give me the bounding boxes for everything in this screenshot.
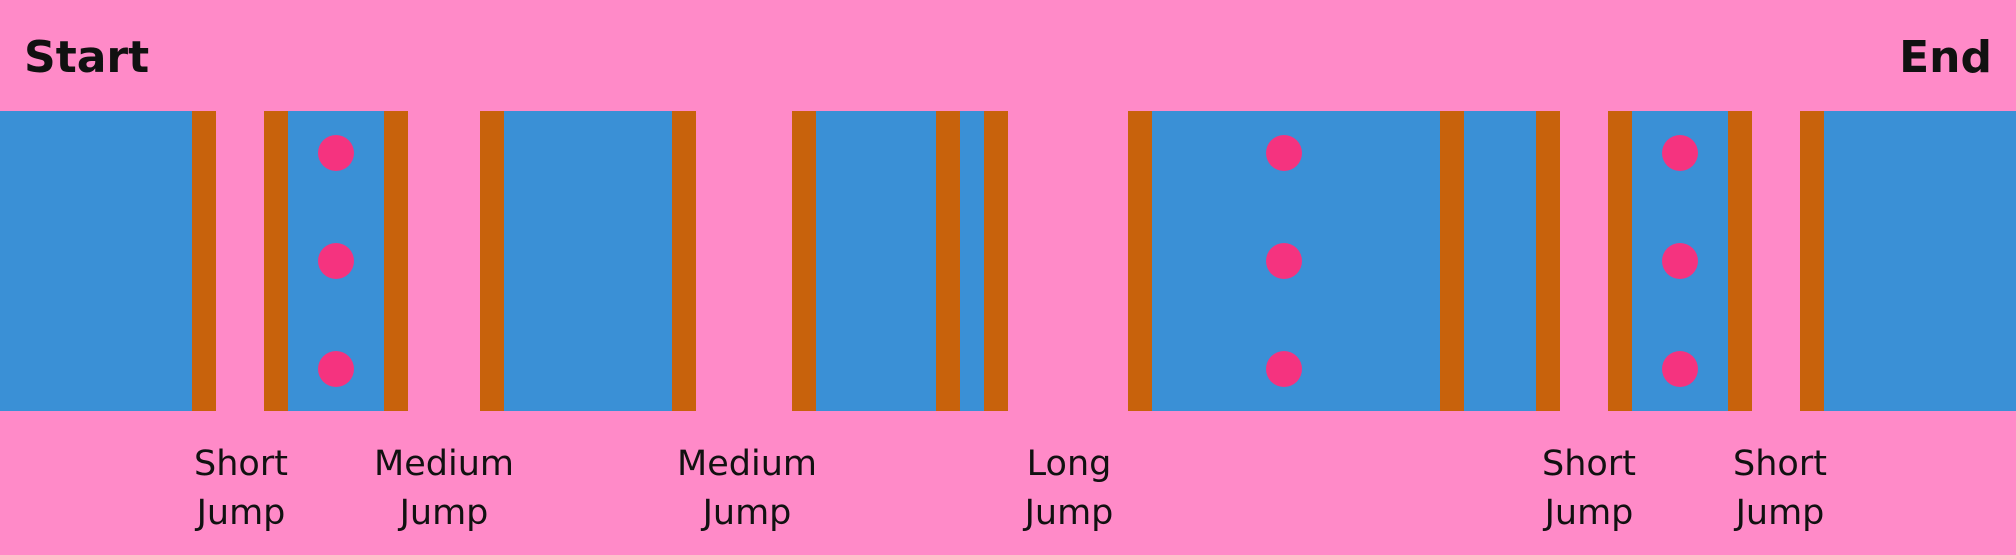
start-label: Start bbox=[24, 32, 150, 83]
post-icon bbox=[1440, 111, 1464, 411]
gap-label-line-2: Jump bbox=[1024, 493, 1114, 533]
post-icon bbox=[1608, 111, 1632, 411]
gap-label: Short Jump bbox=[161, 440, 321, 538]
gap-label-line-1: Medium bbox=[374, 444, 514, 484]
post-icon bbox=[672, 111, 696, 411]
coin-icon bbox=[1266, 135, 1302, 171]
gap-label: Short Jump bbox=[1509, 440, 1669, 538]
platform-segment-4 bbox=[792, 111, 1008, 411]
post-icon bbox=[264, 111, 288, 411]
post-icon bbox=[984, 111, 1008, 411]
gap-label: Medium Jump bbox=[364, 440, 524, 538]
gap-label-line-2: Jump bbox=[1544, 493, 1634, 533]
gap-label-line-1: Short bbox=[1733, 444, 1827, 484]
post-icon bbox=[1800, 111, 1824, 411]
coin-icon bbox=[318, 351, 354, 387]
coin-icon bbox=[1266, 243, 1302, 279]
gap-label-line-2: Jump bbox=[196, 493, 286, 533]
gap-label: Medium Jump bbox=[667, 440, 827, 538]
gap-label: Long Jump bbox=[989, 440, 1149, 538]
post-icon bbox=[192, 111, 216, 411]
gap-label-line-2: Jump bbox=[399, 493, 489, 533]
coin-icon bbox=[318, 135, 354, 171]
post-icon bbox=[1128, 111, 1152, 411]
coin-icon bbox=[318, 243, 354, 279]
platform-segment-1 bbox=[0, 111, 216, 411]
post-icon bbox=[792, 111, 816, 411]
gap-label: Short Jump bbox=[1700, 440, 1860, 538]
coin-icon bbox=[1266, 351, 1302, 387]
platform-segment-3 bbox=[480, 111, 696, 411]
gap-label-line-1: Short bbox=[194, 444, 288, 484]
gap-label-line-1: Long bbox=[1026, 444, 1112, 484]
platform-segment-7 bbox=[1800, 111, 2016, 411]
coin-icon bbox=[1662, 135, 1698, 171]
gap-label-line-2: Jump bbox=[1735, 493, 1825, 533]
post-icon bbox=[1728, 111, 1752, 411]
post-icon bbox=[936, 111, 960, 411]
platform-segment-5 bbox=[1128, 111, 1560, 411]
post-icon bbox=[1536, 111, 1560, 411]
end-label: End bbox=[1899, 32, 1992, 83]
post-icon bbox=[480, 111, 504, 411]
gap-label-line-2: Jump bbox=[702, 493, 792, 533]
gap-label-line-1: Medium bbox=[677, 444, 817, 484]
gap-label-line-1: Short bbox=[1542, 444, 1636, 484]
coin-icon bbox=[1662, 351, 1698, 387]
coin-icon bbox=[1662, 243, 1698, 279]
post-icon bbox=[384, 111, 408, 411]
